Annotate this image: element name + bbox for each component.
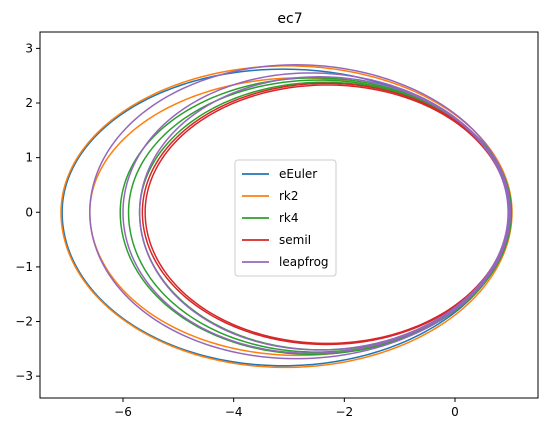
legend-label-eEuler: eEuler — [279, 167, 317, 181]
series-line-semiI — [144, 84, 510, 345]
series-line-leapfrog — [138, 76, 509, 351]
x-axis: −6 −4 −2 0 — [114, 398, 459, 419]
legend-label-rk2: rk2 — [279, 189, 299, 203]
chart-title: ec7 — [277, 11, 302, 27]
plot-frame — [39, 31, 539, 399]
x-tick-label: 0 — [451, 405, 459, 419]
legend-label-semiI: semiI — [279, 233, 311, 247]
y-tick-label: 2 — [25, 96, 33, 110]
legend-label-leapfrog: leapfrog — [279, 255, 329, 269]
y-axis: −3 −2 −1 0 1 2 3 — [15, 41, 40, 383]
y-tick-label: −3 — [15, 369, 33, 383]
series-layer — [60, 64, 513, 369]
series-semiI — [141, 82, 510, 346]
series-leapfrog — [89, 64, 512, 360]
series-line-leapfrog — [89, 64, 512, 360]
legend-box — [234, 159, 337, 277]
series-line-rk2 — [60, 65, 513, 369]
x-tick-label: −6 — [114, 405, 132, 419]
y-tick-label: −2 — [15, 315, 33, 329]
y-tick-label: 0 — [25, 205, 33, 219]
series-line-leapfrog — [122, 72, 510, 354]
legend-label-rk4: rk4 — [279, 211, 299, 225]
legend: eEuler rk2 rk4 semiI leapfrog — [234, 159, 337, 277]
x-tick-label: −2 — [335, 405, 353, 419]
y-tick-label: 3 — [25, 41, 33, 55]
y-tick-label: 1 — [25, 151, 33, 165]
y-tick-label: −1 — [15, 260, 33, 274]
series-line-semiI — [141, 82, 510, 346]
x-tick-label: −4 — [225, 405, 243, 419]
